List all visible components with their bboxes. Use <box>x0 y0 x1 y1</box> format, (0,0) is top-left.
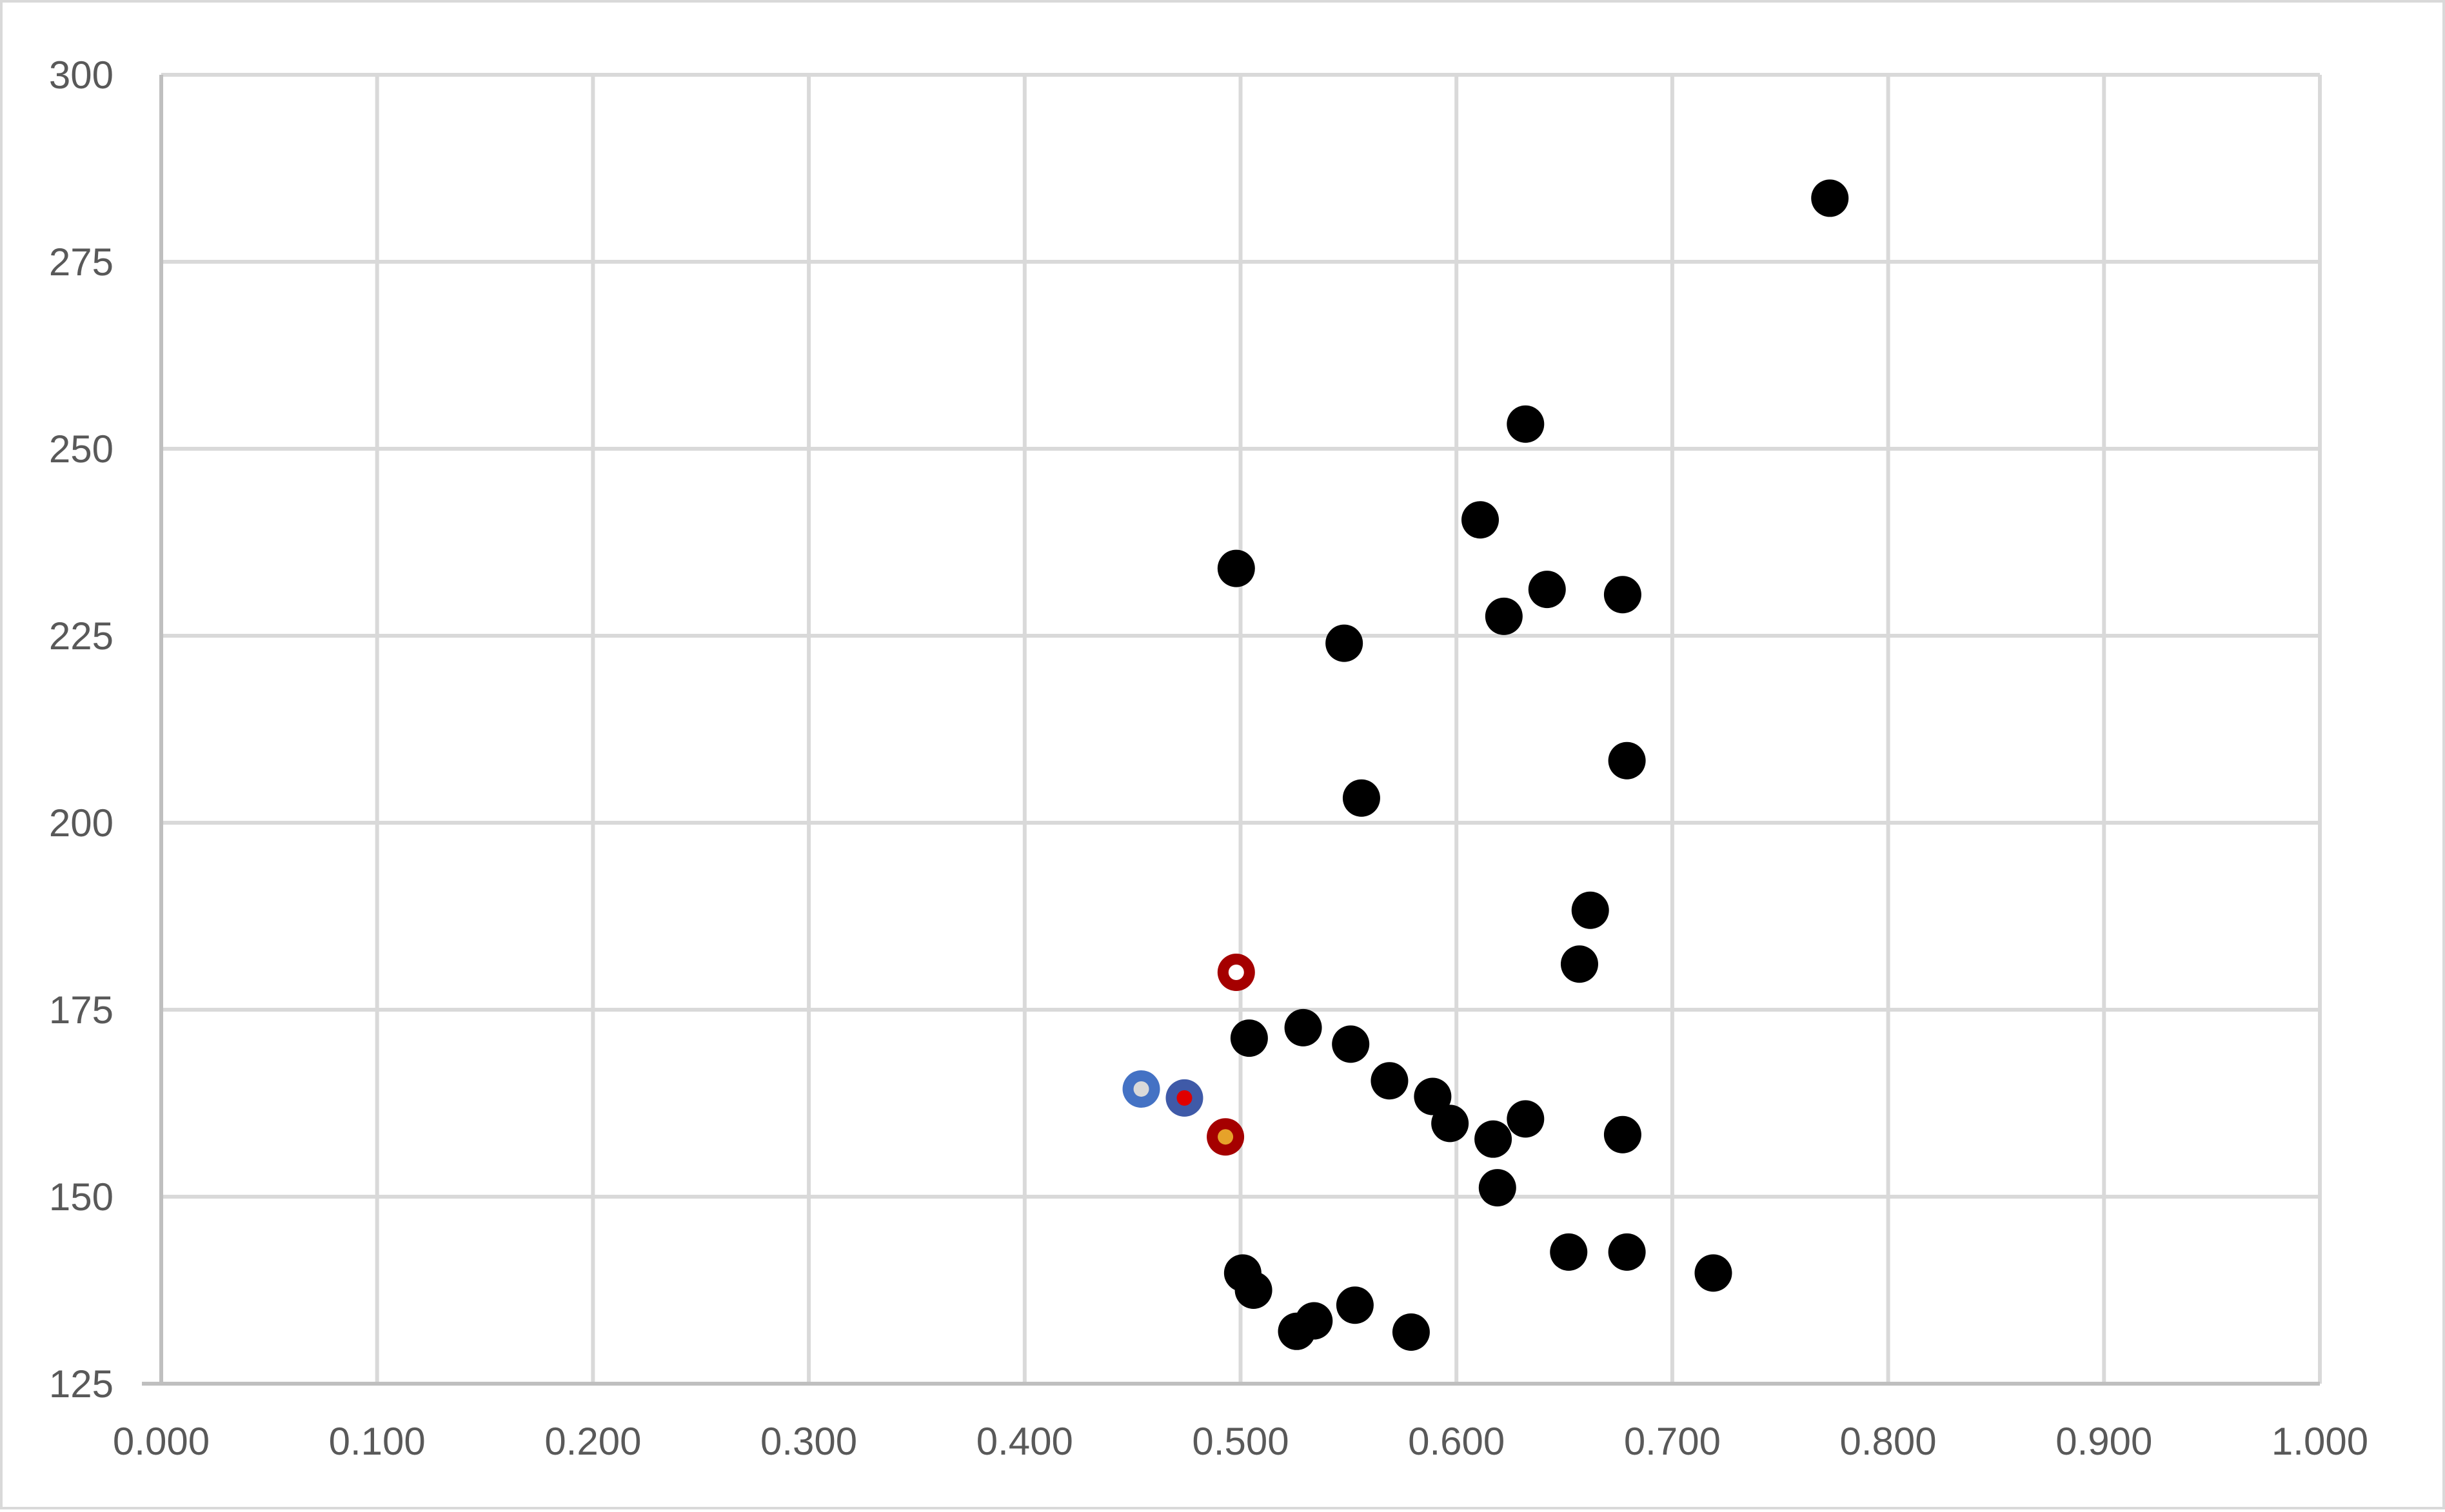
data-point <box>1414 1077 1452 1115</box>
y-tick-label: 150 <box>49 1175 114 1219</box>
grid-lines <box>161 73 2322 1384</box>
data-point <box>1507 405 1545 443</box>
data-point <box>1230 1019 1268 1057</box>
x-tick-label: 0.600 <box>1408 1420 1505 1463</box>
data-point <box>1571 891 1609 929</box>
point-center <box>1228 965 1244 980</box>
x-axis-tick-labels: 0.000 0.100 0.200 0.300 0.400 0.500 0.600 0.700… <box>113 1420 2368 1463</box>
x-tick-label: 0.200 <box>544 1420 641 1463</box>
data-point <box>1278 1312 1316 1350</box>
x-tick-label: 0.700 <box>1624 1420 1721 1463</box>
data-point <box>1603 1115 1641 1154</box>
y-tick-label: 275 <box>49 241 114 284</box>
y-tick-label: 125 <box>49 1362 114 1406</box>
axes <box>142 75 2320 1386</box>
data-point <box>1528 571 1566 609</box>
x-tick-label: 0.800 <box>1840 1420 1937 1463</box>
point-center <box>1218 1129 1234 1145</box>
data-point <box>1485 597 1523 635</box>
x-tick-label: 0.400 <box>976 1420 1073 1463</box>
highlighted-data-point <box>1217 954 1255 991</box>
data-point <box>1474 1120 1512 1158</box>
x-tick-label: 1.000 <box>2272 1420 2368 1463</box>
x-tick-label: 0.500 <box>1192 1420 1289 1463</box>
y-axis-tick-labels: 125 150 175 200 225 250 275 300 <box>49 54 114 1406</box>
x-tick-label: 0.000 <box>113 1420 210 1463</box>
y-tick-label: 225 <box>49 614 114 658</box>
data-point <box>1332 1025 1370 1063</box>
data-point <box>1550 1233 1588 1271</box>
data-point <box>1431 1105 1469 1143</box>
data-point <box>1234 1271 1272 1309</box>
data-point <box>1608 1233 1646 1271</box>
data-point <box>1608 741 1646 780</box>
data-point <box>1694 1254 1732 1292</box>
data-point <box>1325 624 1363 662</box>
data-point <box>1811 179 1849 217</box>
data-point <box>1342 779 1380 817</box>
y-tick-label: 200 <box>49 801 114 845</box>
y-tick-label: 250 <box>49 427 114 471</box>
data-point <box>1336 1286 1374 1324</box>
x-tick-label: 0.300 <box>760 1420 857 1463</box>
y-tick-label: 300 <box>49 54 114 97</box>
data-point <box>1284 1008 1322 1046</box>
data-point <box>1392 1313 1430 1351</box>
data-point <box>1507 1100 1545 1138</box>
data-point <box>1371 1062 1409 1100</box>
data-point <box>1478 1169 1516 1207</box>
data-point <box>1461 501 1500 539</box>
highlighted-data-point <box>1122 1070 1160 1108</box>
y-tick-label: 175 <box>49 988 114 1032</box>
data-points <box>1122 179 1849 1351</box>
point-center <box>1133 1081 1149 1097</box>
data-point <box>1560 945 1598 983</box>
point-center <box>1176 1090 1193 1106</box>
data-point <box>1217 549 1255 587</box>
highlighted-data-point <box>1207 1118 1245 1156</box>
x-tick-label: 0.100 <box>329 1420 426 1463</box>
data-point <box>1603 576 1641 614</box>
x-tick-label: 0.900 <box>2055 1420 2152 1463</box>
highlighted-data-point <box>1165 1079 1203 1117</box>
scatter-plot: 0.000 0.100 0.200 0.300 0.400 0.500 0.600 0.700… <box>49 54 2368 1463</box>
